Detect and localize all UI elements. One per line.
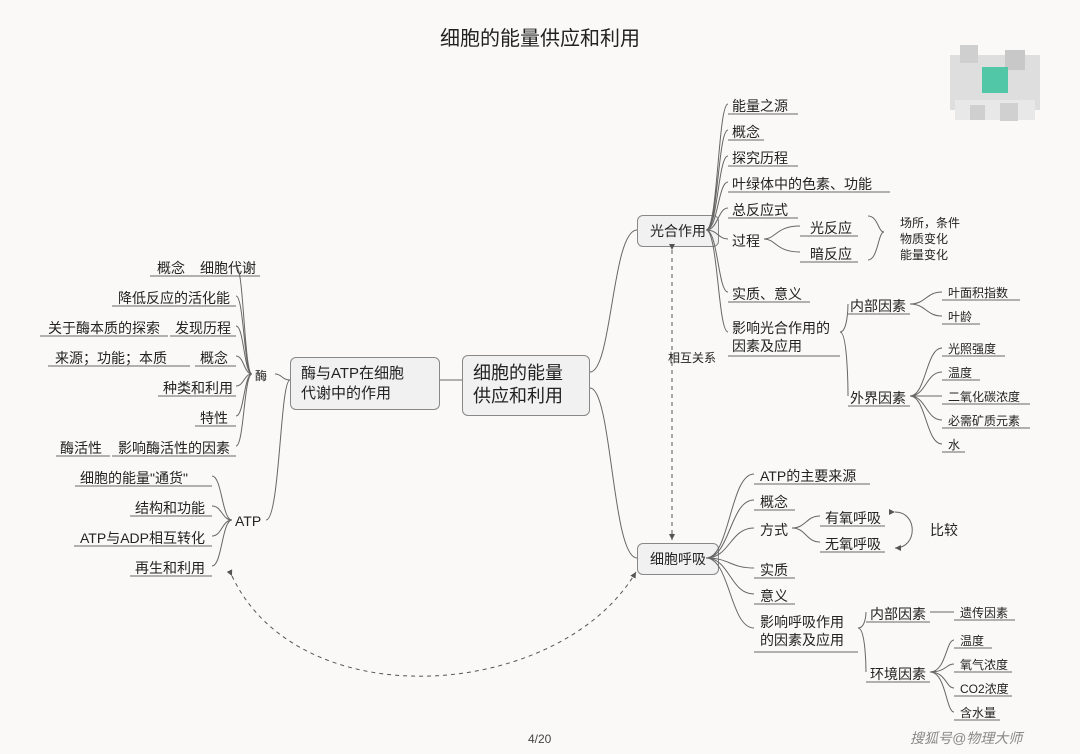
connectors — [0, 0, 1080, 754]
diagram-stage: { "meta": { "title": "细胞的能量供应和利用", "page… — [0, 0, 1080, 754]
